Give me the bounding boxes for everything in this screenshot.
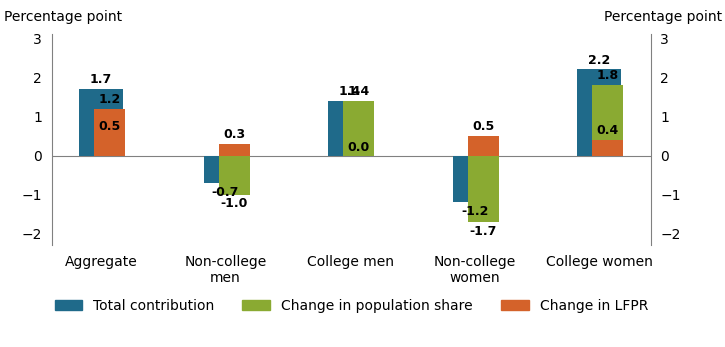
Bar — [79, 89, 123, 155]
Text: 1.2: 1.2 — [99, 93, 121, 106]
Text: Percentage point: Percentage point — [4, 10, 122, 24]
Bar — [592, 85, 624, 155]
Text: 0.4: 0.4 — [597, 124, 619, 137]
Text: 1.4: 1.4 — [347, 85, 370, 98]
Bar — [219, 155, 249, 195]
Text: 0.3: 0.3 — [223, 128, 245, 141]
Bar — [468, 155, 499, 222]
Bar — [468, 136, 499, 155]
Legend: Total contribution, Change in population share, Change in LFPR: Total contribution, Change in population… — [49, 294, 653, 319]
Text: -0.7: -0.7 — [212, 186, 239, 198]
Bar — [592, 140, 624, 155]
Bar — [94, 109, 125, 155]
Text: -1.2: -1.2 — [461, 205, 488, 218]
Text: -1.0: -1.0 — [220, 197, 248, 210]
Bar — [577, 69, 621, 155]
Bar — [328, 101, 372, 155]
Bar — [219, 144, 249, 155]
Bar — [453, 155, 497, 202]
Text: 1.4: 1.4 — [339, 85, 361, 98]
Bar — [94, 136, 125, 155]
Text: 1.8: 1.8 — [597, 69, 619, 82]
Text: 0.5: 0.5 — [472, 120, 494, 133]
Text: 2.2: 2.2 — [588, 54, 610, 67]
Bar — [204, 155, 247, 183]
Text: 0.5: 0.5 — [99, 120, 121, 133]
Text: 0.0: 0.0 — [347, 141, 370, 154]
Text: 1.7: 1.7 — [90, 73, 112, 86]
Text: Percentage point: Percentage point — [605, 10, 723, 24]
Bar — [343, 101, 374, 155]
Text: -1.7: -1.7 — [470, 225, 497, 238]
